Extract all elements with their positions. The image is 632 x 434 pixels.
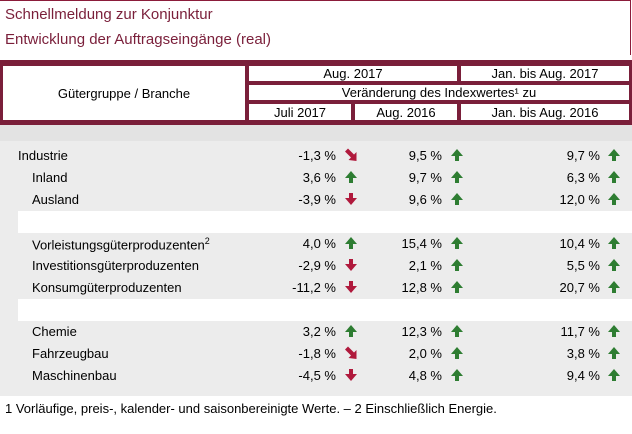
arrow-down-right-icon	[344, 346, 358, 360]
arrow-down-right-icon	[344, 148, 358, 162]
table-header: Gütergruppe / Branche Aug. 2017 Jan. bis…	[0, 60, 632, 128]
row-value-1: 4,0 %	[302, 236, 336, 251]
row-label: Konsumgüterproduzenten	[32, 280, 182, 295]
table-row: Konsumgüterproduzenten -11,2 % 12,8 % 20,7 …	[0, 277, 632, 299]
table-body	[0, 125, 632, 396]
arrow-down-icon	[344, 258, 358, 272]
arrow-down-icon	[344, 280, 358, 294]
footnote-marker: 2	[204, 236, 210, 246]
row-value-3: 11,7 %	[560, 324, 600, 339]
arrow-down-icon	[344, 192, 358, 206]
arrow-up-icon	[607, 236, 621, 250]
arrow-up-icon	[344, 170, 358, 184]
arrow-up-icon	[450, 368, 464, 382]
row-label: Chemie	[32, 324, 77, 339]
arrow-up-icon	[450, 280, 464, 294]
arrow-down-icon	[344, 368, 358, 382]
row-value-2: 9,7 %	[408, 170, 442, 185]
page-title: Schnellmeldung zur Konjunktur	[5, 6, 213, 23]
arrow-up-icon	[450, 148, 464, 162]
row-value-1: -1,8 %	[298, 346, 336, 361]
row-label: Maschinenbau	[32, 368, 117, 383]
table-row: Inland 3,6 % 9,7 % 6,3 %	[0, 167, 632, 189]
row-value-2: 12,8 %	[401, 280, 442, 295]
arrow-up-icon	[607, 368, 621, 382]
row-value-2: 15,4 %	[401, 236, 442, 251]
arrow-up-icon	[607, 192, 621, 206]
arrow-up-icon	[450, 236, 464, 250]
row-value-2: 2,0 %	[408, 346, 442, 361]
row-value-2: 4,8 %	[408, 368, 442, 383]
row-value-1: -2,9 %	[298, 258, 336, 273]
row-value-3: 9,7 %	[566, 148, 600, 163]
arrow-up-icon	[344, 324, 358, 338]
row-label: Ausland	[32, 192, 79, 207]
table-row: Fahrzeugbau -1,8 % 2,0 % 3,8 %	[0, 343, 632, 365]
table-row: Investitionsgüterproduzenten -2,9 % 2,1 % 5…	[0, 255, 632, 277]
arrow-up-icon	[450, 324, 464, 338]
row-label: Industrie	[18, 148, 68, 163]
row-label: Fahrzeugbau	[32, 346, 109, 361]
table-row: Industrie -1,3 % 9,5 % 9,7 %	[0, 145, 632, 167]
header-period-aug2017: Aug. 2017	[248, 65, 458, 82]
header-change-label: Veränderung des Indexwertes¹ zu	[248, 84, 630, 101]
header-group-label: Gütergruppe / Branche	[2, 65, 246, 121]
table-row: Vorleistungsgüterproduzenten2 4,0 % 15,4 %…	[0, 233, 632, 255]
arrow-up-icon	[607, 346, 621, 360]
header-col-aug2016: Aug. 2016	[354, 103, 458, 121]
row-label: Vorleistungsgüterproduzenten2	[32, 236, 210, 253]
table-row: Chemie 3,2 % 12,3 % 11,7 %	[0, 321, 632, 343]
row-value-3: 12,0 %	[559, 192, 600, 207]
arrow-up-icon	[344, 236, 358, 250]
arrow-up-icon	[450, 346, 464, 360]
row-value-3: 5,5 %	[566, 258, 600, 273]
header-col-juli2017: Juli 2017	[248, 103, 352, 121]
row-value-3: 20,7 %	[559, 280, 600, 295]
page-subtitle: Entwicklung der Auftragseingänge (real)	[5, 31, 271, 48]
header-col-jan-aug2016: Jan. bis Aug. 2016	[460, 103, 630, 121]
row-value-3: 6,3 %	[566, 170, 600, 185]
arrow-up-icon	[607, 280, 621, 294]
header-period-jan-aug2017: Jan. bis Aug. 2017	[460, 65, 630, 82]
row-value-2: 9,6 %	[408, 192, 442, 207]
row-value-1: -3,9 %	[298, 192, 336, 207]
row-value-2: 2,1 %	[408, 258, 442, 273]
row-value-1: 3,2 %	[302, 324, 336, 339]
table-row: Maschinenbau -4,5 % 4,8 % 9,4 %	[0, 365, 632, 387]
arrow-up-icon	[607, 170, 621, 184]
row-value-1: -4,5 %	[298, 368, 336, 383]
row-value-1: -11,2 %	[292, 280, 336, 295]
arrow-up-icon	[450, 192, 464, 206]
arrow-up-icon	[607, 258, 621, 272]
arrow-up-icon	[607, 324, 621, 338]
row-value-3: 3,8 %	[566, 346, 600, 361]
arrow-up-icon	[450, 258, 464, 272]
row-value-2: 9,5 %	[408, 148, 442, 163]
arrow-up-icon	[607, 148, 621, 162]
table-row: Ausland -3,9 % 9,6 % 12,0 %	[0, 189, 632, 211]
row-value-2: 12,3 %	[401, 324, 442, 339]
row-label: Investitionsgüterproduzenten	[32, 258, 199, 273]
title-bar: Schnellmeldung zur Konjunktur Entwicklun…	[0, 0, 631, 55]
footnote: 1 Vorläufige, preis-, kalender- und sais…	[5, 401, 497, 416]
row-label: Inland	[32, 170, 68, 185]
row-value-1: -1,3 %	[298, 148, 336, 163]
row-value-3: 10,4 %	[559, 236, 600, 251]
row-value-3: 9,4 %	[566, 368, 600, 383]
row-value-1: 3,6 %	[302, 170, 336, 185]
arrow-up-icon	[450, 170, 464, 184]
